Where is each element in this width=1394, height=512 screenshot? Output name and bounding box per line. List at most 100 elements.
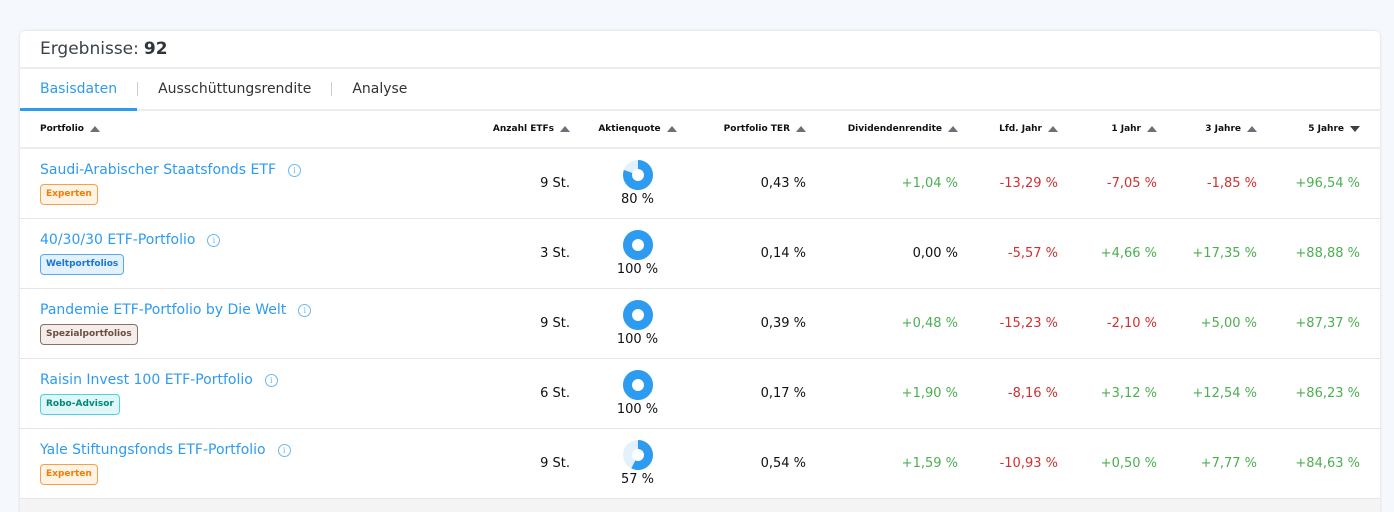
category-badge[interactable]: Spezialportfolios [40, 324, 138, 345]
1-jahr-value: +3,12 % [1100, 386, 1157, 401]
results-count: 92 [143, 39, 168, 59]
lfd-jahr-value: -13,29 % [999, 176, 1058, 191]
column-label: 5 Jahre [1308, 124, 1344, 134]
portfolio-name-line: Yale Stiftungsfonds ETF-Portfolio i [40, 442, 291, 458]
aktienquote-value: 100 % [616, 262, 659, 277]
column-header-dividendenrendite[interactable]: Dividendenrendite [806, 124, 958, 134]
portfolio-cell: 40/30/30 ETF-Portfolio i Weltportfolios [20, 232, 440, 275]
dividendenrendite-value: 0,00 % [912, 246, 958, 261]
table-header: Portfolio Anzahl ETFs Aktienquote Portfo… [20, 111, 1380, 149]
table-row[interactable]: Raisin Invest 100 ETF-Portfolio i Robo-A… [20, 359, 1380, 429]
portfolio-name-link[interactable]: Raisin Invest 100 ETF-Portfolio [40, 372, 253, 388]
donut-chart-icon [622, 230, 653, 260]
portfolio-name-line: 40/30/30 ETF-Portfolio i [40, 232, 221, 248]
category-badge[interactable]: Robo-Advisor [40, 394, 120, 415]
table-row-partial[interactable] [20, 499, 1380, 512]
category-badge[interactable]: Weltportfolios [40, 254, 125, 275]
tab-divider [137, 82, 139, 96]
aktienquote-value: 100 % [616, 402, 659, 417]
table-row[interactable]: Pandemie ETF-Portfolio by Die Welt i Spe… [20, 289, 1380, 359]
aktienquote-value: 80 % [620, 192, 655, 207]
portfolio-ter-value: 0,54 % [760, 456, 806, 471]
sort-asc-icon [1147, 126, 1157, 132]
1-jahr-value: +4,66 % [1100, 246, 1157, 261]
info-icon[interactable]: i [277, 443, 291, 457]
column-header-anzahl-etfs[interactable]: Anzahl ETFs [440, 124, 570, 134]
portfolio-name-line: Pandemie ETF-Portfolio by Die Welt i [40, 302, 312, 318]
anzahl-etfs-value: 9 St. [540, 176, 570, 191]
category-badge[interactable]: Experten [40, 184, 98, 205]
category-badge[interactable]: Experten [40, 464, 98, 485]
tab-analyse[interactable]: Analyse [352, 81, 408, 97]
info-icon[interactable]: i [288, 163, 301, 177]
portfolio-name-link[interactable]: 40/30/30 ETF-Portfolio [40, 232, 196, 248]
3-jahre-value: +12,54 % [1192, 386, 1257, 401]
tab-basisdaten[interactable]: Basisdaten [20, 69, 138, 111]
3-jahre-value: +5,00 % [1200, 316, 1257, 331]
sort-asc-icon [1048, 126, 1058, 132]
table-row[interactable]: 40/30/30 ETF-Portfolio i Weltportfolios … [20, 219, 1380, 289]
results-label: Ergebnisse: [40, 39, 139, 59]
column-header-1-jahr[interactable]: 1 Jahr [1058, 124, 1157, 134]
donut-chart-icon [622, 370, 653, 400]
portfolio-ter-value: 0,17 % [760, 386, 806, 401]
column-header-portfolio[interactable]: Portfolio [20, 124, 440, 134]
5-jahre-value: +86,23 % [1295, 386, 1360, 401]
dividendenrendite-value: +0,48 % [901, 316, 958, 331]
donut-chart-icon [622, 300, 653, 330]
column-header-3-jahre[interactable]: 3 Jahre [1157, 124, 1257, 134]
anzahl-etfs-value: 6 St. [540, 386, 570, 401]
5-jahre-value: +84,63 % [1295, 456, 1360, 471]
3-jahre-value: +17,35 % [1192, 246, 1257, 261]
lfd-jahr-value: -15,23 % [999, 316, 1058, 331]
portfolio-name-link[interactable]: Saudi-Arabischer Staatsfonds ETF [40, 162, 276, 178]
aktienquote-cell: 100 % [570, 230, 705, 277]
5-jahre-value: +88,88 % [1295, 246, 1360, 261]
sort-asc-icon [89, 126, 100, 132]
column-label: Portfolio TER [723, 124, 790, 134]
3-jahre-value: -1,85 % [1206, 176, 1257, 191]
portfolio-name-line: Raisin Invest 100 ETF-Portfolio i [40, 372, 278, 388]
portfolio-ter-value: 0,43 % [760, 176, 806, 191]
portfolio-name-link[interactable]: Pandemie ETF-Portfolio by Die Welt [40, 302, 287, 318]
portfolio-cell: Yale Stiftungsfonds ETF-Portfolio i Expe… [20, 442, 440, 485]
portfolio-cell: Saudi-Arabischer Staatsfonds ETF i Exper… [20, 162, 440, 205]
portfolio-ter-value: 0,39 % [760, 316, 806, 331]
info-icon[interactable]: i [298, 303, 312, 317]
sort-asc-icon [796, 126, 806, 132]
sort-asc-icon [1247, 126, 1257, 132]
aktienquote-cell: 80 % [570, 160, 705, 207]
column-header-aktienquote[interactable]: Aktienquote [570, 124, 705, 134]
table-row[interactable]: Saudi-Arabischer Staatsfonds ETF i Exper… [20, 149, 1380, 219]
tab-ausschuettungsrendite[interactable]: Ausschüttungsrendite [158, 81, 312, 97]
5-jahre-value: +87,37 % [1295, 316, 1360, 331]
lfd-jahr-value: -10,93 % [999, 456, 1058, 471]
dividendenrendite-value: +1,59 % [901, 456, 958, 471]
dividendenrendite-value: +1,90 % [901, 386, 958, 401]
aktienquote-value: 57 % [620, 472, 655, 487]
aktienquote-value: 100 % [616, 332, 659, 347]
tab-bar: Basisdaten Ausschüttungsrendite Analyse [20, 69, 1380, 111]
column-header-5-jahre[interactable]: 5 Jahre [1257, 124, 1360, 134]
portfolio-cell: Pandemie ETF-Portfolio by Die Welt i Spe… [20, 302, 440, 345]
lfd-jahr-value: -5,57 % [1007, 246, 1058, 261]
results-header: Ergebnisse: 92 [20, 31, 1380, 69]
sort-asc-icon [948, 126, 958, 132]
column-label: Aktienquote [598, 124, 661, 134]
column-label: Portfolio [40, 124, 84, 134]
portfolio-name-link[interactable]: Yale Stiftungsfonds ETF-Portfolio [40, 442, 266, 458]
column-header-lfd-jahr[interactable]: Lfd. Jahr [958, 124, 1058, 134]
1-jahr-value: -2,10 % [1106, 316, 1157, 331]
1-jahr-value: -7,05 % [1106, 176, 1157, 191]
info-icon[interactable]: i [264, 373, 278, 387]
aktienquote-cell: 57 % [570, 440, 705, 487]
anzahl-etfs-value: 9 St. [540, 316, 570, 331]
column-header-portfolio-ter[interactable]: Portfolio TER [705, 124, 806, 134]
column-label: Anzahl ETFs [492, 124, 554, 134]
info-icon[interactable]: i [207, 233, 221, 247]
portfolio-ter-value: 0,14 % [760, 246, 806, 261]
donut-chart-icon [622, 440, 653, 470]
1-jahr-value: +0,50 % [1100, 456, 1157, 471]
sort-asc-icon [666, 126, 677, 132]
table-row[interactable]: Yale Stiftungsfonds ETF-Portfolio i Expe… [20, 429, 1380, 499]
